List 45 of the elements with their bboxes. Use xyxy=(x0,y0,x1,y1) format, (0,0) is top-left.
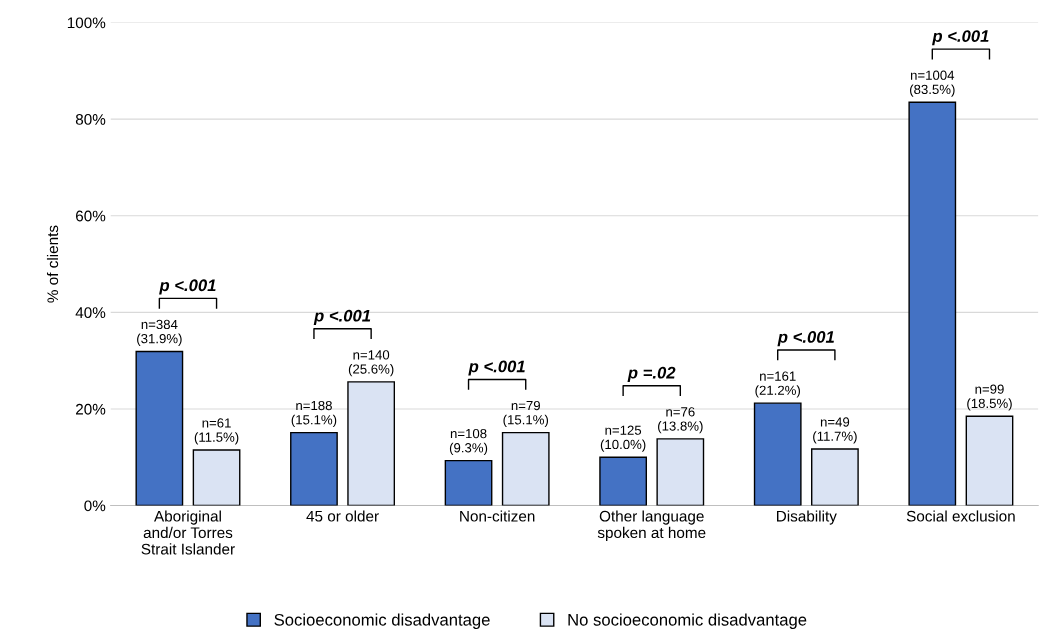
data-label: n=76 (13.8%) xyxy=(658,407,703,434)
annotation: p <.001 xyxy=(777,331,834,347)
data-label: n=140 (25.6%) xyxy=(348,350,394,377)
data-label: n=108 (9.3%) xyxy=(449,428,488,456)
bar xyxy=(656,438,705,506)
x-tick-label: Other language spoken at home xyxy=(597,510,706,542)
x-tick-label: Disability xyxy=(777,510,837,525)
bar xyxy=(753,402,802,506)
annotation: p <.001 xyxy=(468,360,525,376)
data-label: n=79 (15.1%) xyxy=(503,400,549,428)
bar xyxy=(444,459,493,506)
data-label: n=61 (11.5%) xyxy=(194,418,239,445)
bar xyxy=(192,449,241,506)
data-label: n=384 (31.9%) xyxy=(137,319,182,346)
data-label: n=1004 (83.5%) xyxy=(910,70,955,97)
annotation: p <.001 xyxy=(159,279,216,295)
y-tick-label: 100% xyxy=(67,17,106,29)
y-axis-title: % of clients xyxy=(46,225,59,303)
y-tick-label: 80% xyxy=(75,114,106,125)
bar xyxy=(811,448,859,506)
data-label: n=188 (15.1%) xyxy=(291,400,337,428)
bar xyxy=(965,415,1014,506)
y-tick-label: 60% xyxy=(76,210,106,222)
y-tick-label: 40% xyxy=(75,307,106,319)
bar xyxy=(501,431,550,506)
data-label: n=161 (21.2%) xyxy=(755,371,800,398)
data-label: n=49 (11.7%) xyxy=(813,417,857,444)
x-tick-label: 45 or older xyxy=(306,510,379,522)
x-tick-label: Aboriginal and/or Torres Strait Islander xyxy=(141,510,235,555)
bar xyxy=(135,350,184,506)
annotation: p <.001 xyxy=(932,30,989,46)
data-label: n=125 (10.0%) xyxy=(600,425,646,452)
annotation: p =.02 xyxy=(627,366,676,382)
bar xyxy=(908,101,957,506)
y-tick-label: 0% xyxy=(84,500,106,512)
data-label: n=99 (18.5%) xyxy=(967,384,1012,411)
bar xyxy=(290,431,338,506)
bar xyxy=(599,456,648,506)
legend-label: No socioeconomic disadvantage xyxy=(568,613,807,629)
x-tick-label: Non-citizen xyxy=(460,510,535,522)
y-tick-label: 20% xyxy=(76,403,106,415)
bar xyxy=(347,381,396,506)
x-tick-label: Social exclusion xyxy=(906,510,1015,522)
legend-label: Socioeconomic disadvantage xyxy=(274,613,490,629)
annotation: p <.001 xyxy=(313,309,371,325)
